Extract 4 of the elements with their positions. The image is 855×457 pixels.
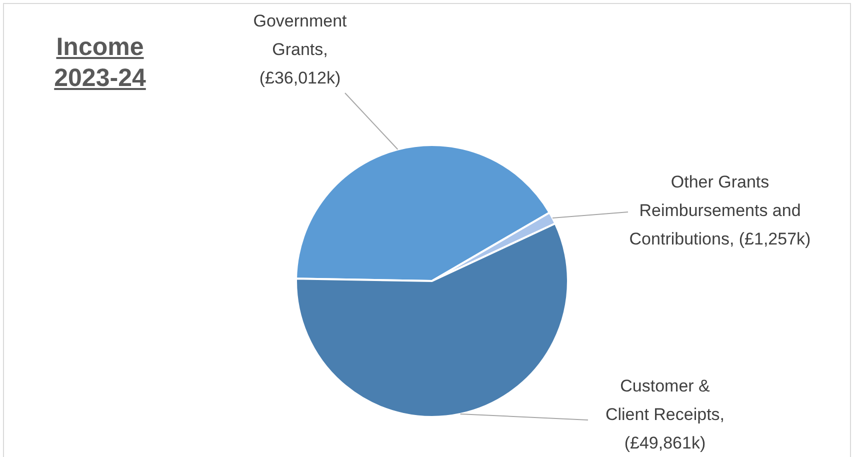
- slice-label: Customer & Client Receipts, (£49,861k): [605, 376, 725, 453]
- text: Income 2023-24: [53, 32, 147, 94]
- slice-label: Other Grants Reimbursements and Contributions, (£1,257k): [629, 172, 811, 249]
- slice-label: Government Grants, (£36,012k): [253, 12, 348, 88]
